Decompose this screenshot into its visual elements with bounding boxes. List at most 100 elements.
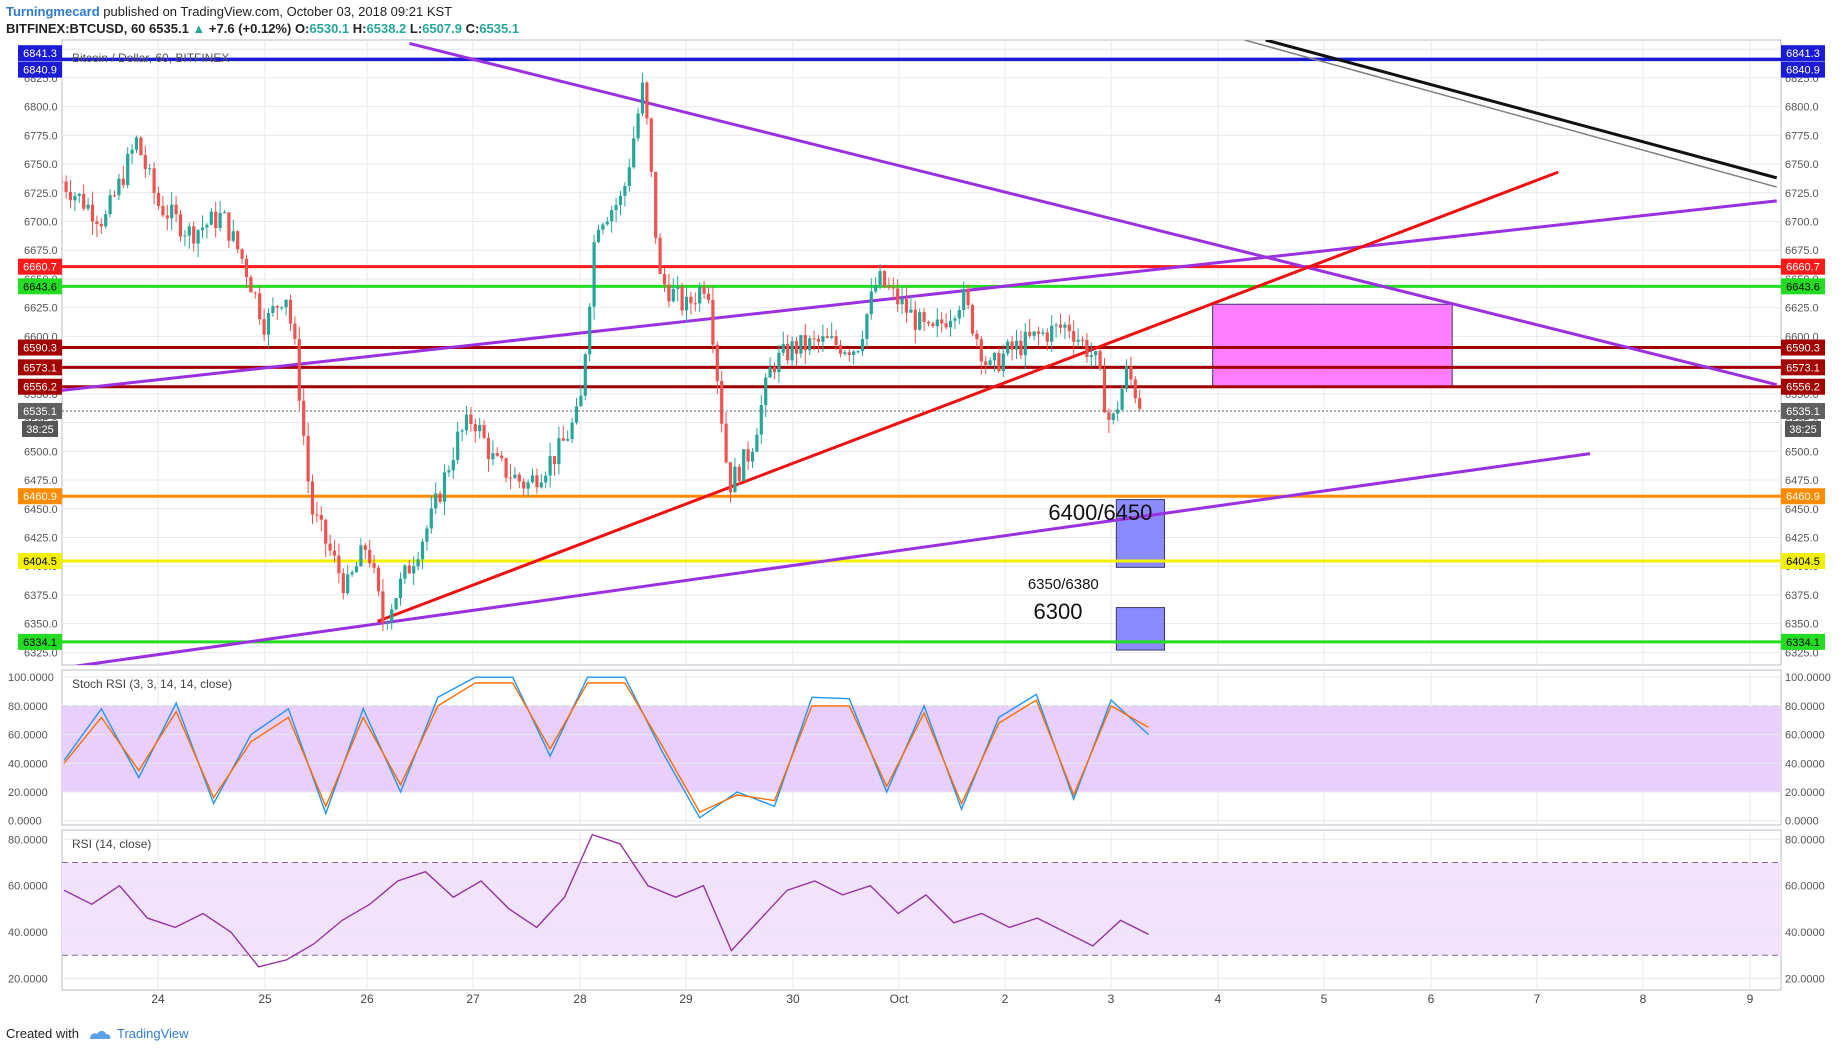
candle-body <box>953 318 957 321</box>
candle-body <box>702 287 706 294</box>
candle-body <box>821 336 825 342</box>
candle-body <box>227 212 231 241</box>
level-badge-text-right: 6334.1 <box>1786 637 1820 649</box>
candle-body <box>324 519 328 544</box>
candle-body <box>724 423 728 463</box>
candle-body <box>121 178 125 186</box>
stoch-rsi-axis-tick-right: 60.0000 <box>1785 730 1825 742</box>
low-label: L: <box>409 21 423 36</box>
candle-body <box>319 515 323 520</box>
candle-body <box>112 195 117 197</box>
candle-body <box>284 299 288 308</box>
candle-body <box>720 381 724 424</box>
candle-body <box>843 352 847 354</box>
high-value: 6538.2 <box>366 21 407 36</box>
price-change: +7.6 (+0.12%) <box>208 21 292 36</box>
candle-body <box>104 214 108 227</box>
candle-body <box>790 341 794 361</box>
candle-body <box>768 366 772 378</box>
candle-body <box>808 338 812 351</box>
candle-body <box>302 400 306 436</box>
stoch-rsi-axis-tick-left: 40.0000 <box>8 758 48 770</box>
x-axis-tick: 24 <box>151 992 165 1006</box>
candle-body <box>847 352 851 355</box>
candle-body <box>605 221 609 225</box>
candle-body <box>869 291 873 315</box>
candle-body <box>196 230 200 244</box>
author-name[interactable]: Turningmecard <box>6 4 100 19</box>
rsi-title: RSI (14, close) <box>72 837 151 851</box>
level-badge-left <box>18 359 62 376</box>
price-axis-tick-left: 6725.0 <box>24 188 58 200</box>
trendline <box>1265 40 1778 180</box>
level-badge-text-right: 6840.9 <box>1786 65 1820 77</box>
candle-body <box>420 541 425 560</box>
x-axis-tick: 30 <box>786 992 800 1006</box>
candle-body <box>777 352 781 373</box>
candle-body <box>671 288 675 302</box>
candle-body <box>737 466 741 482</box>
candle-body <box>746 449 750 462</box>
candle-body <box>363 545 367 550</box>
level-badge-text-left: 6840.9 <box>23 65 57 77</box>
candle-body <box>222 212 227 214</box>
level-badge-right <box>1781 339 1825 356</box>
countdown-badge-right <box>1785 420 1821 437</box>
candle-body <box>852 351 856 355</box>
candle-body <box>654 171 658 238</box>
candle-body <box>249 277 253 293</box>
candle-body <box>874 285 878 292</box>
candle-body <box>266 312 271 335</box>
candle-body <box>1032 331 1036 336</box>
level-badge-text-left: 6535.1 <box>23 406 57 418</box>
candle-body <box>882 271 887 287</box>
candle-body <box>240 249 244 259</box>
chart-header: Turningmecard published on TradingView.c… <box>0 0 1843 38</box>
candle-body <box>337 555 341 574</box>
candle-body <box>926 321 931 324</box>
candle-body <box>896 288 900 305</box>
candle-body <box>134 137 139 150</box>
candle-body <box>280 307 284 309</box>
candle-body <box>658 237 662 274</box>
level-badge-left <box>18 61 62 78</box>
candle-body <box>667 284 671 302</box>
stoch-rsi-axis-tick-left: 60.0000 <box>8 730 48 742</box>
candle-body <box>82 193 86 209</box>
rsi-axis-tick-left: 80.0000 <box>8 834 48 846</box>
candle-body <box>865 314 869 339</box>
tradingview-brand[interactable]: TradingView <box>117 1026 189 1041</box>
stoch-rsi-axis-tick-left: 0.0000 <box>8 816 42 828</box>
price-axis-tick-right: 6675.0 <box>1785 245 1819 257</box>
candle-body <box>178 214 183 237</box>
price-axis-tick-left: 6675.0 <box>24 245 58 257</box>
stoch-rsi-axis-tick-left: 80.0000 <box>8 701 48 713</box>
candle-body <box>570 422 574 440</box>
candle-body <box>764 377 768 405</box>
candle-body <box>86 204 90 209</box>
candle-body <box>434 493 438 509</box>
level-badge-right <box>1781 61 1825 78</box>
price-axis-tick-right: 6800.0 <box>1785 102 1819 114</box>
countdown-badge-left <box>22 420 58 437</box>
up-arrow-icon: ▲ <box>192 21 206 36</box>
candle-body <box>460 430 464 432</box>
level-badge-left <box>18 339 62 356</box>
candle-body <box>390 609 394 623</box>
candle-body <box>328 543 332 551</box>
candle-body <box>539 482 543 488</box>
candle-body <box>596 229 601 243</box>
trendline <box>1244 40 1777 188</box>
candle-body <box>236 231 240 250</box>
candle-body <box>231 231 235 241</box>
candle-body <box>535 475 539 488</box>
level-badge-text-left: 6334.1 <box>23 637 57 649</box>
candle-body <box>271 306 275 313</box>
rsi-axis-tick-left: 20.0000 <box>8 973 48 985</box>
level-badge-left <box>18 488 62 505</box>
candle-body <box>962 289 966 310</box>
publish-line: Turningmecard published on TradingView.c… <box>6 4 452 19</box>
level-badge-left <box>18 402 62 419</box>
close-value: 6535.1 <box>479 21 520 36</box>
